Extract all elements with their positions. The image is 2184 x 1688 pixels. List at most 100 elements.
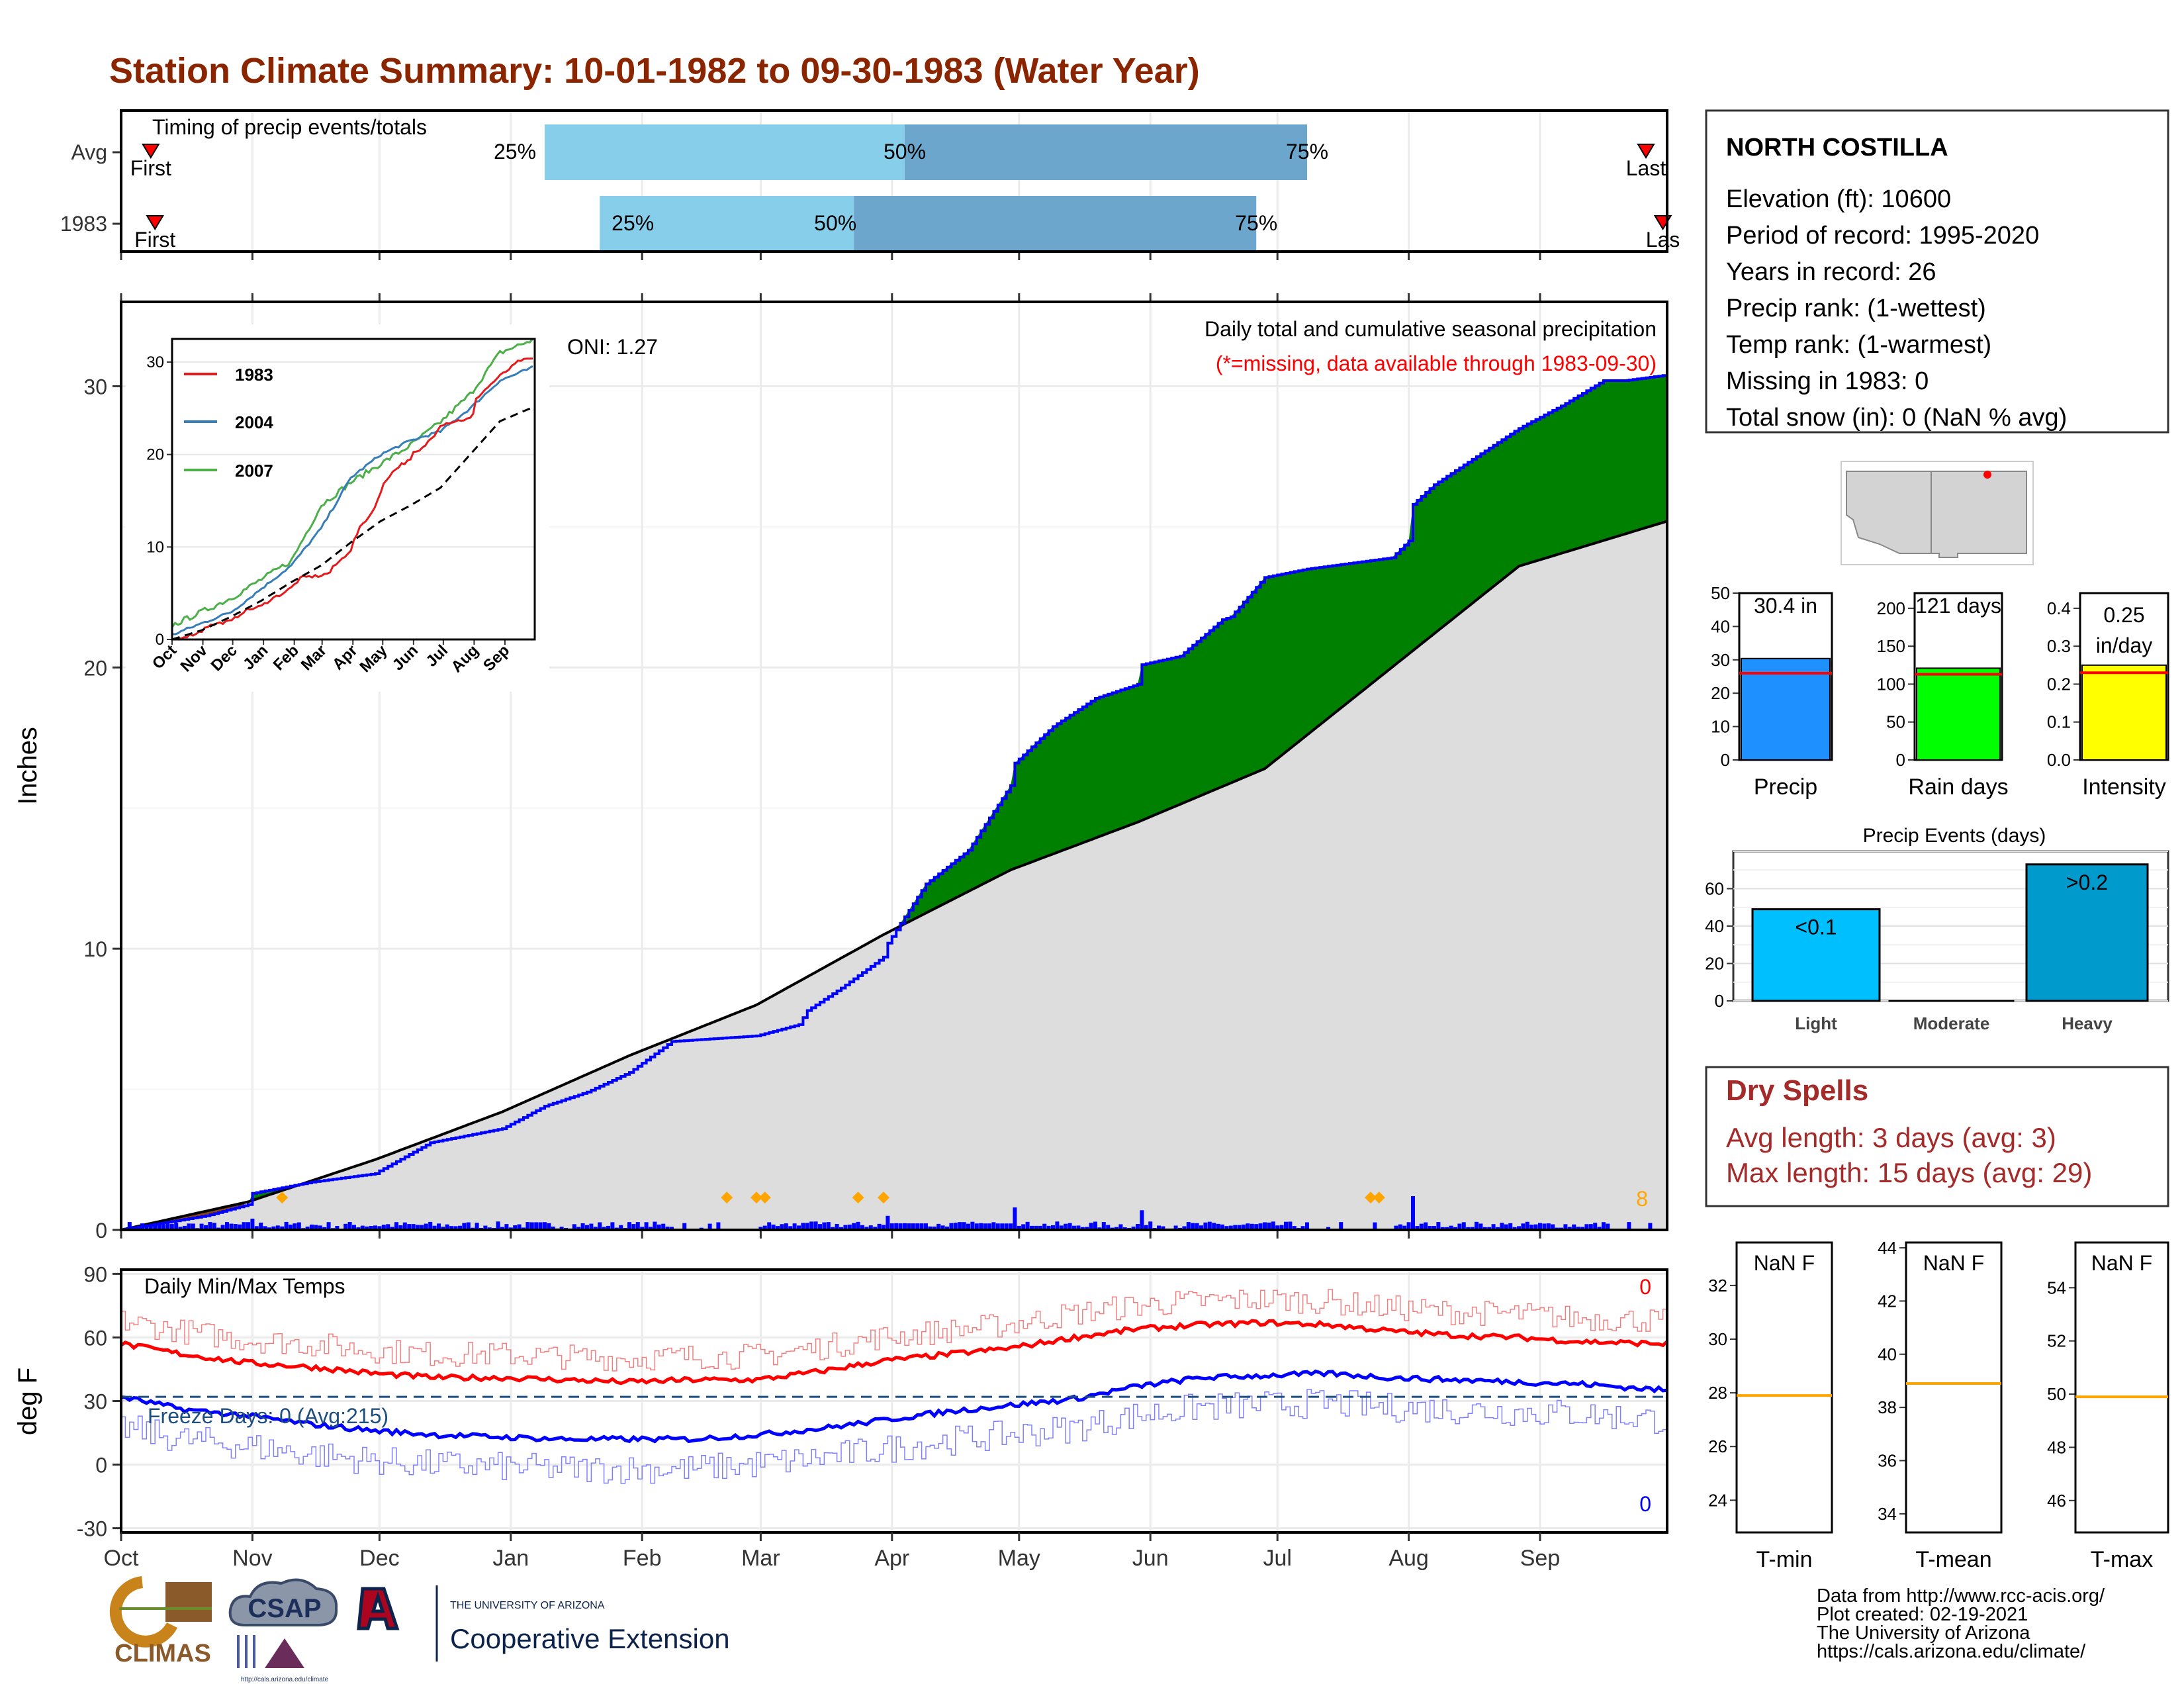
daily-precip-bar [1106,1225,1111,1230]
temp-box-y-tick-label: 52 [2047,1331,2066,1351]
events-bars: 0 20 40 60 <0.1 Light Moderate >0.2 Heavy [1705,850,2169,1033]
daily-precip-bar [1118,1224,1123,1230]
daily-precip-bar [174,1223,179,1230]
inset-y-tick-label: 30 [146,353,164,371]
timing-last-label: Las [1646,228,1680,252]
temp-title: Daily Min/Max Temps [144,1274,345,1298]
temp-box-y-tick-label: 24 [1708,1490,1727,1510]
daily-precip-bar [1445,1227,1449,1230]
temp-box-y-tick-label: 34 [1878,1504,1897,1524]
daily-precip-bar [979,1223,983,1230]
temp-panel: -30 0 30 60 90 Daily Min/Max Temps deg F Fre… [13,1262,1668,1571]
daily-precip-bar [1237,1225,1242,1230]
daily-precip-bar [1038,1225,1042,1230]
daily-precip-bar [500,1227,504,1230]
arizona-block-a-icon [357,1587,400,1630]
precip-y-tick-label: 10 [83,937,107,961]
daily-precip-bar [822,1222,827,1230]
daily-precip-bar [886,1215,890,1230]
daily-precip-bar [1068,1223,1072,1230]
daily-precip-bar [1479,1223,1483,1230]
daily-precip-bar [1148,1221,1153,1230]
daily-precip-bar [420,1225,424,1230]
precip-frame [120,301,1668,1231]
summary-y-tick-label: 0.1 [2047,712,2071,732]
daily-precip-bar [483,1225,488,1230]
daily-precip-bar [805,1223,809,1230]
daily-precip-bar [1521,1223,1525,1230]
daily-precip-bar [780,1224,784,1230]
daily-precip-bar [818,1224,822,1230]
inset-legend-1983: 1983 [235,365,273,385]
daily-precip-bar [191,1223,195,1230]
daily-precip-bar [284,1221,289,1230]
daily-precip-bar [1627,1222,1631,1230]
daily-precip-bar [1216,1223,1220,1230]
daily-precip-bar [1584,1224,1589,1230]
inset-legend: 1983 2004 2007 [184,365,273,481]
temp-box-frame [1735,1241,1833,1534]
summary-y-tick-label: 50 [1711,583,1730,603]
daily-precip-bar [1140,1210,1144,1230]
first-event-marker-icon [142,144,160,159]
snow-marker-icon [276,1192,289,1204]
daily-precip-bar [305,1226,310,1230]
timing-p50-label: 50% [814,211,856,235]
month-label: Dec [359,1546,399,1571]
first-event-marker-icon [146,215,164,230]
snow-marker-icon [1373,1192,1385,1204]
station-missing: Missing in 1983: 0 [1726,367,1929,395]
daily-precip-bar [991,1222,996,1230]
daily-precip-bar [411,1224,416,1230]
summary-y-tick-label: 0.4 [2047,598,2071,618]
temp-box-y-tick-label: 30 [1708,1329,1727,1349]
daily-precip-bar [958,1222,962,1230]
daily-precip-bar [665,1227,670,1230]
dry-spells-max: Max length: 15 days (avg: 29) [1726,1157,2092,1188]
daily-precip-bar [949,1223,954,1230]
precip-axis: 0 10 20 30 [83,293,1541,1243]
daily-precip-bar [1567,1227,1572,1230]
csap-mountain-icon [265,1638,304,1668]
daily-precip-bar [1233,1225,1238,1230]
daily-precip-bar [1034,1225,1038,1230]
daily-precip-bar [1475,1221,1479,1230]
summary-bar-charts: 0 10 20 30 40 50 30.4 in Precip 0 50 100 150 200 121 … [1711,583,2169,800]
daily-precip-bar [289,1224,293,1230]
station-box: NORTH COSTILLA Elevation (ft): 10600 Per… [1705,109,2169,434]
daily-precip-bar [983,1223,987,1230]
temp-box-label: T-mean [1915,1547,1991,1572]
daily-precip-bar [212,1223,216,1230]
snow-marker-icon [721,1192,733,1204]
events-bar-label: >0.2 [2066,870,2108,894]
daily-precip-bar [1212,1223,1216,1230]
daily-precip-bar [369,1226,373,1230]
timing-bar-late [905,124,1307,180]
daily-precip-bar [1186,1222,1191,1230]
timing-bar-late [854,196,1257,252]
daily-precip-bar [1072,1225,1076,1230]
summary-y-tick-label: 30 [1711,650,1730,670]
daily-precip-bar [928,1226,933,1230]
daily-precip-bar [1593,1223,1598,1230]
daily-precip-bar [1482,1227,1487,1230]
daily-precip-bar [475,1223,479,1230]
daily-precip-bar [847,1224,852,1230]
daily-precip-bar [1517,1226,1521,1230]
events-bar-heavy [2025,863,2149,1002]
timing-bar-early [545,124,905,180]
daily-precip-bar [407,1224,412,1230]
inset-line-2004 [171,365,533,635]
daily-precip-bar [1512,1227,1517,1230]
daily-precip-bars [123,1192,1653,1230]
temp-box-value: NaN F [1754,1251,1815,1275]
temp-box-value: NaN F [1923,1251,1984,1275]
daily-precip-bar [1394,1225,1398,1230]
cumulative-precip-line [121,374,1668,1231]
csap-rain-icon [237,1635,255,1668]
daily-precip-bar [1131,1226,1136,1230]
daily-precip-bar [1017,1225,1021,1230]
temp-box-y-tick-label: 26 [1708,1436,1727,1456]
temp-lines [120,1289,1668,1484]
daily-precip-bar [1538,1223,1542,1230]
